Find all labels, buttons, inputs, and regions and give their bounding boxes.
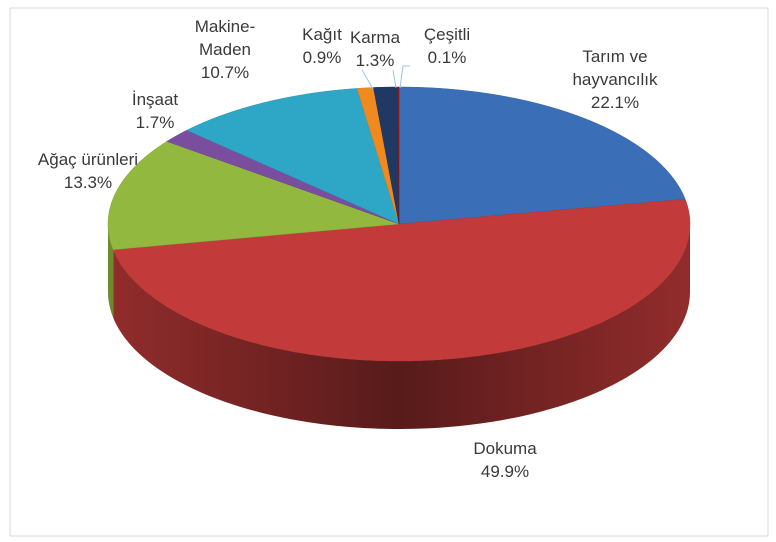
slice-side	[113, 224, 690, 429]
slice	[396, 86, 400, 225]
data-label: Dokuma 49.9%	[455, 437, 555, 483]
label-value: 49.9%	[480, 462, 530, 481]
label-value: 1.3%	[355, 51, 395, 70]
label-name: Dokuma	[473, 439, 537, 458]
label-name: Kağıt	[302, 25, 342, 44]
label-value: 0.9%	[302, 48, 342, 67]
data-label: Çeşitli 0.1%	[412, 23, 482, 69]
label-name: Karma	[349, 28, 401, 47]
data-label: Kağıt 0.9%	[292, 23, 352, 69]
slice-side	[108, 224, 114, 318]
data-label: Ağaç ürünleri 13.3%	[3, 148, 173, 194]
label-name: İnşaat	[131, 90, 179, 109]
label-value: 22.1%	[590, 93, 640, 112]
leader-line	[399, 65, 404, 89]
label-value: 10.7%	[200, 63, 250, 82]
slice	[166, 129, 400, 225]
data-label: Karma 1.3%	[345, 26, 405, 72]
data-label: Tarım ve hayvancılık 22.1%	[550, 45, 680, 114]
slice	[112, 198, 691, 362]
slice	[398, 86, 686, 225]
label-name: Çeşitli	[423, 25, 471, 44]
leader-line	[361, 69, 374, 90]
label-value: 0.1%	[427, 48, 467, 67]
label-name: Ağaç ürünleri	[37, 150, 139, 169]
label-value: 13.3%	[63, 173, 113, 192]
label-name: Tarım ve hayvancılık	[572, 47, 658, 89]
label-value: 1.7%	[135, 113, 175, 132]
slice	[107, 141, 400, 250]
data-label: Makine-Maden 10.7%	[185, 15, 265, 84]
slice	[186, 88, 400, 225]
label-name: Makine-Maden	[194, 17, 256, 59]
leader-line	[392, 69, 397, 89]
data-label: İnşaat 1.7%	[115, 88, 195, 134]
